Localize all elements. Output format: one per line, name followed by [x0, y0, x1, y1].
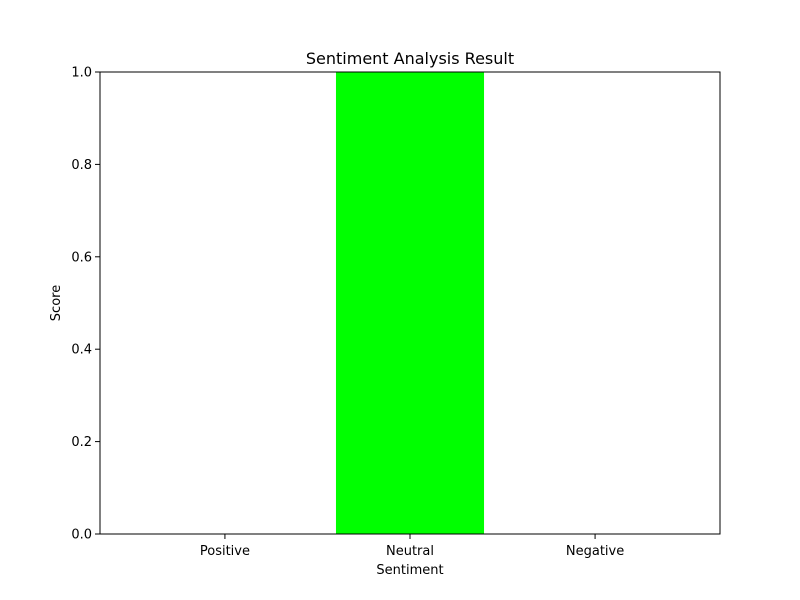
- y-tick-label: 0.8: [71, 158, 92, 173]
- x-tick-label: Negative: [566, 544, 624, 559]
- bars-group: [335, 72, 485, 534]
- bar-neutral: [335, 72, 485, 534]
- y-tick-label: 0.6: [71, 250, 92, 265]
- x-tick-label: Positive: [200, 544, 250, 559]
- y-tick-label: 0.4: [71, 343, 92, 358]
- x-axis-label: Sentiment: [376, 563, 443, 578]
- chart-title: Sentiment Analysis Result: [306, 49, 514, 68]
- x-axis-ticks: Positive Neutral Negative: [200, 534, 624, 559]
- y-tick-label: 0.2: [71, 435, 92, 450]
- y-tick-label: 1.0: [71, 66, 92, 81]
- y-axis-label: Score: [49, 285, 64, 321]
- x-tick-label: Neutral: [386, 544, 434, 559]
- y-tick-label: 0.0: [71, 528, 92, 543]
- y-axis-ticks: 0.0 0.2 0.4 0.6 0.8 1.0: [71, 66, 100, 543]
